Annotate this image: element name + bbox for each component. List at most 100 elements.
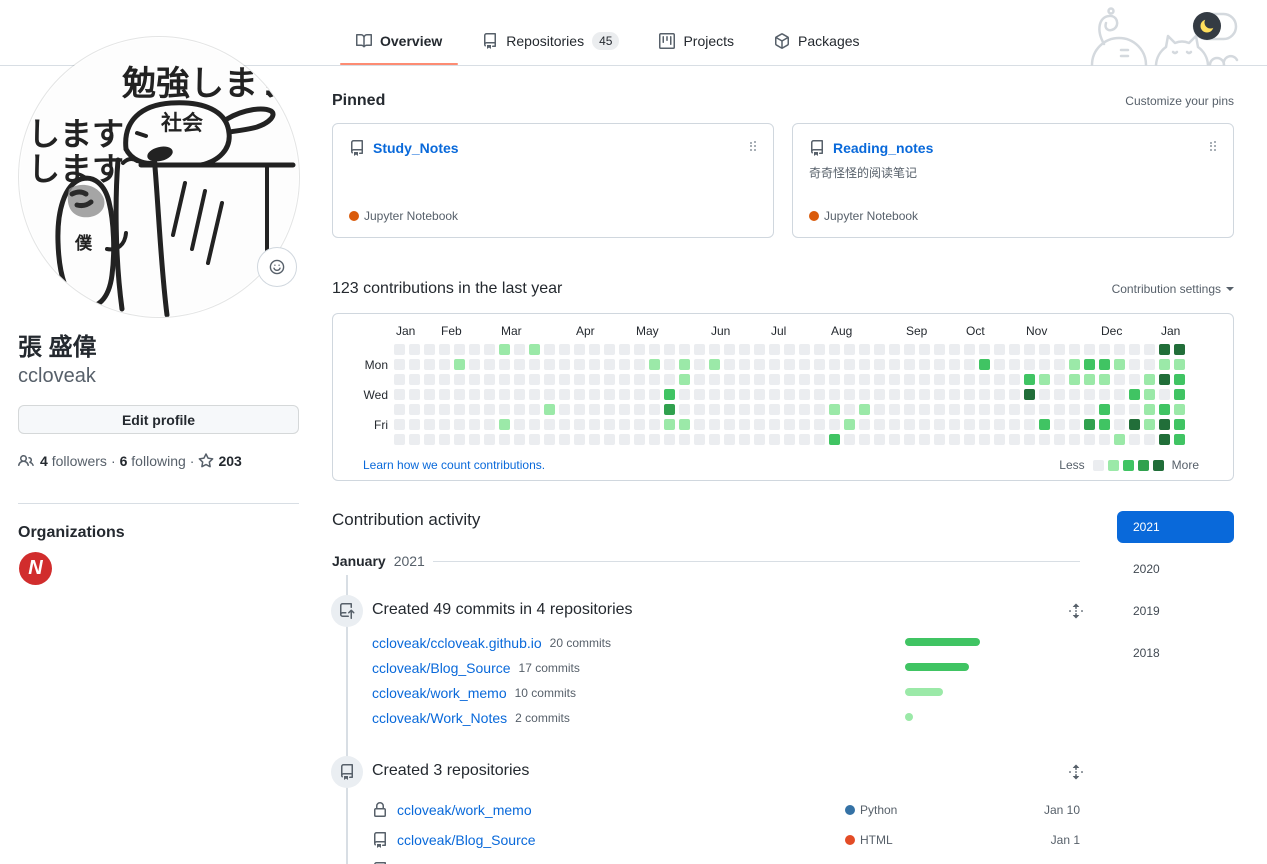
contribution-cell[interactable] xyxy=(919,359,930,370)
contribution-cell[interactable] xyxy=(784,389,795,400)
contribution-cell[interactable] xyxy=(1024,404,1035,415)
contribution-cell[interactable] xyxy=(964,374,975,385)
contribution-cell[interactable] xyxy=(1129,374,1140,385)
contribution-cell[interactable] xyxy=(529,419,540,430)
contribution-cell[interactable] xyxy=(994,344,1005,355)
contribution-cell[interactable] xyxy=(904,374,915,385)
contribution-cell[interactable] xyxy=(514,389,525,400)
contribution-cell[interactable] xyxy=(1129,434,1140,445)
contribution-cell[interactable] xyxy=(409,404,420,415)
contribution-cell[interactable] xyxy=(1114,434,1125,445)
contribution-cell[interactable] xyxy=(484,344,495,355)
contribution-cell[interactable] xyxy=(964,359,975,370)
contribution-cell[interactable] xyxy=(559,344,570,355)
contribution-cell[interactable] xyxy=(589,359,600,370)
stars-link[interactable]: 203 xyxy=(218,453,242,469)
contribution-cell[interactable] xyxy=(1144,404,1155,415)
contribution-cell[interactable] xyxy=(1159,404,1170,415)
contribution-cell[interactable] xyxy=(559,389,570,400)
contribution-cell[interactable] xyxy=(604,359,615,370)
contribution-cell[interactable] xyxy=(424,404,435,415)
edit-profile-button[interactable]: Edit profile xyxy=(18,405,299,434)
contribution-cell[interactable] xyxy=(544,389,555,400)
contribution-cell[interactable] xyxy=(1114,344,1125,355)
contribution-cell[interactable] xyxy=(1069,374,1080,385)
contribution-cell[interactable] xyxy=(979,374,990,385)
repo-link[interactable]: ccloveak/ccloveak.github.io xyxy=(372,634,542,651)
contribution-cell[interactable] xyxy=(919,389,930,400)
contribution-cell[interactable] xyxy=(859,344,870,355)
contribution-cell[interactable] xyxy=(769,359,780,370)
contribution-cell[interactable] xyxy=(1129,389,1140,400)
contribution-cell[interactable] xyxy=(934,389,945,400)
contribution-cell[interactable] xyxy=(589,389,600,400)
contribution-cell[interactable] xyxy=(394,344,405,355)
contribution-cell[interactable] xyxy=(934,374,945,385)
contribution-cell[interactable] xyxy=(574,419,585,430)
contribution-cell[interactable] xyxy=(994,374,1005,385)
contribution-cell[interactable] xyxy=(949,374,960,385)
contribution-cell[interactable] xyxy=(1099,434,1110,445)
contribution-cell[interactable] xyxy=(559,434,570,445)
contribution-cell[interactable] xyxy=(499,344,510,355)
contribution-cell[interactable] xyxy=(454,359,465,370)
contribution-cell[interactable] xyxy=(859,404,870,415)
contribution-cell[interactable] xyxy=(1144,344,1155,355)
contribution-cell[interactable] xyxy=(829,434,840,445)
contribution-cell[interactable] xyxy=(589,404,600,415)
contribution-cell[interactable] xyxy=(934,419,945,430)
contribution-cell[interactable] xyxy=(1084,404,1095,415)
contribution-cell[interactable] xyxy=(694,389,705,400)
contribution-cell[interactable] xyxy=(754,344,765,355)
contribution-cell[interactable] xyxy=(889,344,900,355)
contribution-cell[interactable] xyxy=(844,404,855,415)
contribution-cell[interactable] xyxy=(949,419,960,430)
contribution-cell[interactable] xyxy=(514,404,525,415)
contribution-cell[interactable] xyxy=(1159,359,1170,370)
contribution-cell[interactable] xyxy=(874,419,885,430)
contribution-cell[interactable] xyxy=(814,344,825,355)
contribution-cell[interactable] xyxy=(1159,374,1170,385)
contribution-cell[interactable] xyxy=(784,419,795,430)
contribution-cell[interactable] xyxy=(1174,389,1185,400)
contribution-cell[interactable] xyxy=(709,419,720,430)
contribution-cell[interactable] xyxy=(1039,359,1050,370)
contribution-cell[interactable] xyxy=(784,404,795,415)
contribution-cell[interactable] xyxy=(1069,344,1080,355)
contribution-cell[interactable] xyxy=(874,374,885,385)
contribution-cell[interactable] xyxy=(454,419,465,430)
following-link[interactable]: 6 following xyxy=(119,453,186,469)
drag-grabber-icon[interactable] xyxy=(1205,138,1221,154)
contribution-cell[interactable] xyxy=(1039,434,1050,445)
contribution-cell[interactable] xyxy=(1174,374,1185,385)
contribution-cell[interactable] xyxy=(1129,344,1140,355)
contribution-cell[interactable] xyxy=(469,434,480,445)
contribution-cell[interactable] xyxy=(529,344,540,355)
contribution-cell[interactable] xyxy=(469,404,480,415)
contribution-cell[interactable] xyxy=(604,389,615,400)
contribution-cell[interactable] xyxy=(769,434,780,445)
contribution-cell[interactable] xyxy=(604,404,615,415)
contribution-cell[interactable] xyxy=(889,434,900,445)
contribution-cell[interactable] xyxy=(1084,419,1095,430)
contribution-cell[interactable] xyxy=(394,419,405,430)
contribution-cell[interactable] xyxy=(694,434,705,445)
contribution-cell[interactable] xyxy=(694,359,705,370)
contribution-cell[interactable] xyxy=(1159,389,1170,400)
contribution-cell[interactable] xyxy=(994,419,1005,430)
contribution-cell[interactable] xyxy=(979,359,990,370)
contribution-cell[interactable] xyxy=(1009,434,1020,445)
contribution-cell[interactable] xyxy=(814,389,825,400)
contribution-cell[interactable] xyxy=(1114,359,1125,370)
contribution-cell[interactable] xyxy=(1009,374,1020,385)
contribution-cell[interactable] xyxy=(769,419,780,430)
contribution-cell[interactable] xyxy=(454,344,465,355)
contribution-cell[interactable] xyxy=(829,344,840,355)
contribution-cell[interactable] xyxy=(394,404,405,415)
contribution-cell[interactable] xyxy=(964,389,975,400)
contribution-cell[interactable] xyxy=(799,419,810,430)
contribution-cell[interactable] xyxy=(469,389,480,400)
contribution-cell[interactable] xyxy=(904,344,915,355)
contribution-cell[interactable] xyxy=(469,344,480,355)
contribution-cell[interactable] xyxy=(499,419,510,430)
